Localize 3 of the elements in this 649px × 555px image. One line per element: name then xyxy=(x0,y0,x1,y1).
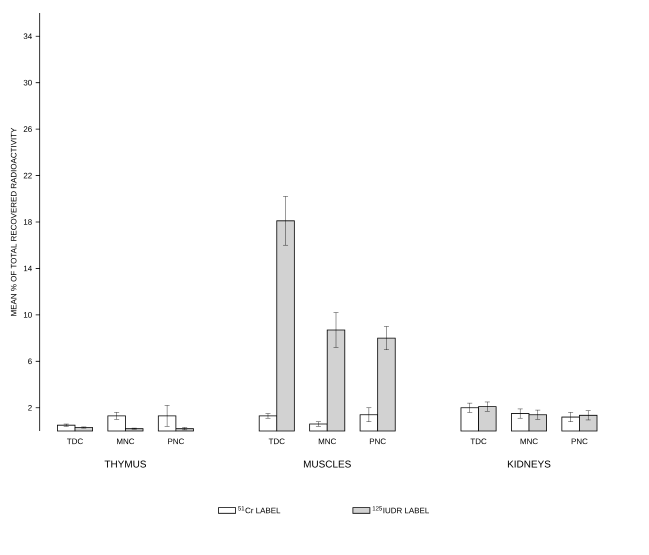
text: THYMUS xyxy=(104,460,146,468)
text: MUSCLES xyxy=(304,460,351,468)
text: KIDNEYS xyxy=(508,460,550,468)
